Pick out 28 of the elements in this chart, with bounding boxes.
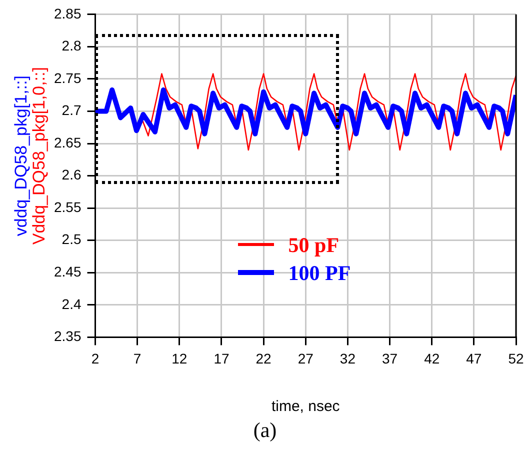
text: (a) [252, 418, 278, 443]
x-tick-label: 17 [214, 350, 230, 366]
x-axis-title: time, nsec [271, 398, 340, 416]
legend-label: 50 pF [288, 232, 340, 259]
x-tick-label: 32 [340, 350, 356, 366]
y-tick-label: 2.55 [54, 198, 82, 215]
x-tick-label: 37 [382, 350, 398, 366]
legend-label: 100 PF [288, 260, 351, 287]
y-tick-label: 2.6 [62, 166, 82, 183]
x-tick-label: 12 [172, 350, 188, 366]
y-tick-label: 2.45 [54, 264, 82, 280]
x-tick-label: 7 [133, 350, 142, 366]
y-tick-label: 2.4 [62, 296, 82, 312]
x-tick-label: 27 [298, 350, 314, 366]
text: vddq_DQ58_pkg[1,::] [12, 75, 31, 236]
y-tick-label: 2.85 [54, 5, 82, 22]
y-tick-label: 2.5 [62, 231, 82, 248]
y-tick-label: 2.65 [54, 134, 82, 150]
x-tick-label: 52 [508, 350, 524, 366]
x-tick-label: 47 [466, 350, 482, 366]
x-tick-label: 2 [91, 350, 100, 366]
y-tick-label: 2.35 [54, 328, 82, 344]
x-tick-label: 42 [424, 350, 440, 366]
y-tick-label: 2.8 [62, 38, 82, 54]
y-tick-label: 2.75 [54, 70, 82, 86]
x-tick-label: 22 [256, 350, 272, 366]
y-tick-label: 2.7 [62, 102, 82, 118]
y-axis-title: Vddq_DQ58_pkg[1,0,::] [30, 66, 49, 245]
